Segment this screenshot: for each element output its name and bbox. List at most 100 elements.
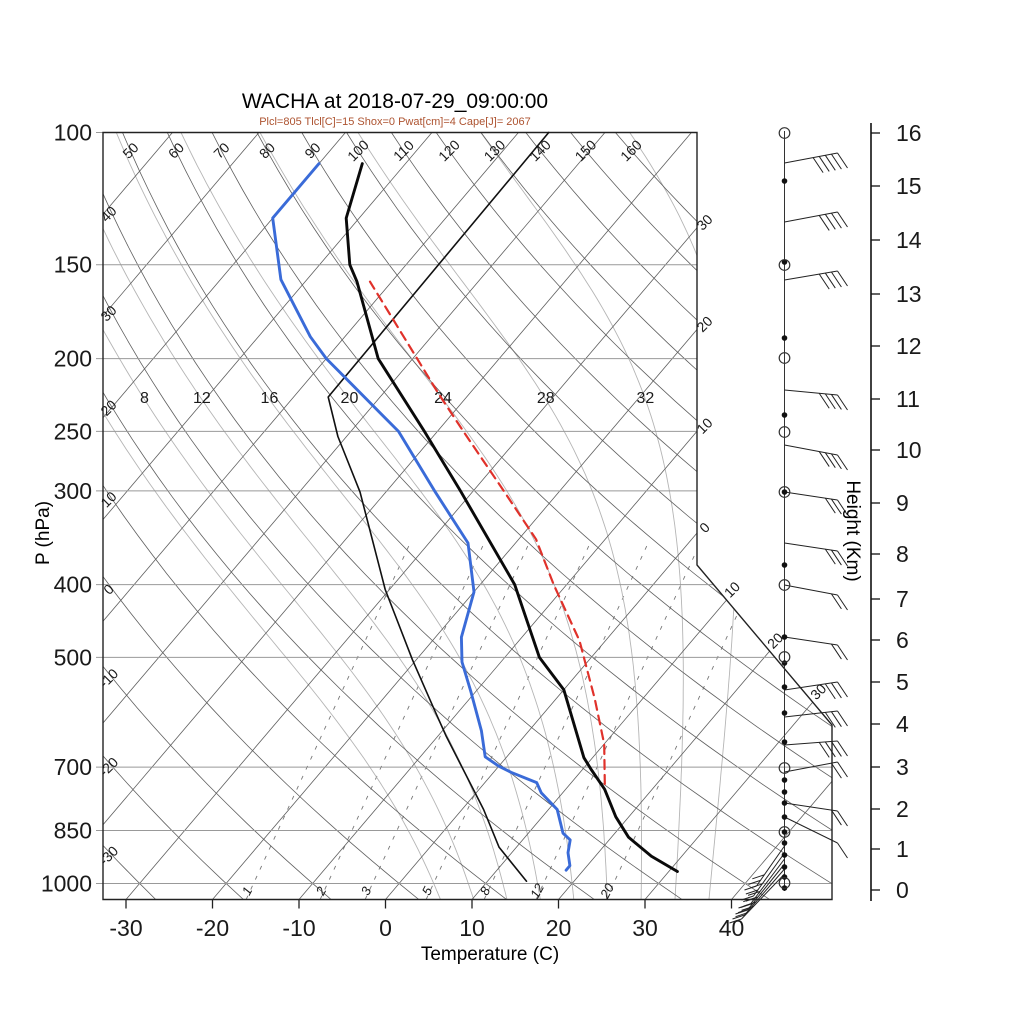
surface-wind-barb (735, 863, 785, 915)
wind-barb (784, 444, 848, 471)
wind-barb-column (729, 127, 848, 924)
dry-adiabat-label: -10 (96, 665, 122, 691)
moist-adiabat-label: 20 (341, 390, 359, 407)
wind-level-dot (781, 660, 788, 666)
mixing-ratio-line (605, 544, 770, 900)
dry-adiabat-label: 140 (526, 136, 554, 164)
isotherm-line (103, 132, 173, 900)
mixing-ratio-line (245, 544, 410, 900)
dry-adiabat-label: 50 (119, 139, 141, 161)
height-tick-label: 5 (896, 669, 909, 695)
wind-level-dot (781, 710, 788, 716)
wind-level-circle (778, 826, 791, 838)
moist-adiabat-label: 16 (261, 390, 279, 407)
isotherm-line (385, 132, 832, 900)
surface-wind-barb (741, 852, 785, 901)
wind-barb (784, 542, 848, 567)
moist-adiabat-line (103, 132, 475, 900)
wind-level-dot (781, 852, 788, 858)
dry-adiabat-label: -20 (96, 754, 122, 780)
mixing-ratio-line (364, 544, 529, 900)
dry-adiabat-label: 150 (572, 136, 600, 164)
height-tick-label: 11 (896, 386, 920, 412)
wind-level-dot (781, 800, 788, 806)
wind-level-dot (781, 789, 788, 795)
height-tick-label: 15 (896, 173, 922, 199)
wind-barb (784, 710, 848, 728)
height-tick-label: 1 (896, 836, 909, 862)
wind-barb (784, 816, 848, 859)
temperature-tick-label: 20 (546, 915, 572, 941)
pressure-tick-label: 1000 (41, 871, 92, 897)
wind-barb (784, 681, 848, 700)
dry-adiabat-line (346, 132, 832, 900)
height-tick-label: 16 (896, 120, 922, 146)
moist-adiabat-line (103, 132, 441, 900)
wind-level-dot (781, 562, 788, 568)
wind-level-circle (778, 486, 791, 498)
wind-barb (784, 389, 848, 411)
dry-adiabat-label: 130 (481, 136, 509, 164)
moist-adiabat-label: 12 (193, 390, 211, 407)
x-axis-label: Temperature (C) (420, 944, 560, 965)
dry-adiabat-line (525, 132, 832, 900)
height-tick-label: 13 (896, 281, 922, 307)
wind-level-circle (778, 579, 791, 591)
wind-level-dot (781, 634, 788, 640)
wind-barb (784, 270, 848, 290)
moist-adiabat-label: 32 (637, 390, 655, 407)
dry-adiabat-line (166, 132, 832, 900)
dry-adiabat-label: 110 (390, 137, 417, 164)
temperature-tick-label: -10 (282, 915, 315, 941)
wind-level-dot (781, 814, 788, 820)
dry-adiabat-label: 10 (97, 488, 119, 510)
dry-adiabat-line (391, 132, 832, 900)
pressure-tick-label: 400 (54, 572, 92, 598)
isotherm-line (558, 132, 832, 900)
pressure-tick-label: 200 (54, 346, 92, 372)
pressure-tick-label: 150 (54, 252, 92, 278)
wind-barb (784, 802, 848, 827)
isotherm-line (103, 132, 433, 900)
dry-adiabat-line (570, 132, 832, 900)
wind-barb (784, 491, 848, 516)
dewpoint-profile-line (271, 162, 572, 872)
dry-adiabat-label: -30 (96, 843, 122, 869)
pressure-tick-label: 100 (54, 120, 92, 146)
temperature-tick-label: 10 (459, 915, 485, 941)
pressure-axis-label: P (hPa) (33, 500, 54, 566)
isotherm-line (103, 132, 260, 900)
wind-level-circle (778, 762, 791, 774)
wind-level-circle (778, 426, 791, 438)
height-axis-label: Height (Km) (842, 480, 863, 582)
height-tick-label: 7 (896, 586, 909, 612)
isotherm-line (103, 132, 519, 900)
wind-level-circle (778, 352, 791, 364)
mixing-ratio-label: 8 (477, 883, 494, 897)
mixing-ratio-label: 3 (358, 883, 375, 897)
dry-adiabat-label: 20 (97, 396, 119, 418)
sounding-parameters-subtitle: Plcl=805 Tlcl[C]=15 Shox=0 Pwat[cm]=4 Ca… (259, 116, 531, 128)
wind-level-dot (781, 739, 788, 745)
dry-adiabat-line (103, 132, 595, 900)
page-title: WACHA at 2018-07-29_09:00:00 (241, 90, 549, 113)
pressure-tick-label: 700 (54, 754, 92, 780)
height-tick-label: 6 (896, 627, 909, 653)
moist-adiabat-line (180, 132, 575, 900)
isotherm-line (644, 132, 832, 900)
wind-level-dot (781, 684, 788, 690)
dry-adiabat-line (103, 132, 770, 900)
dry-adiabat-line (122, 132, 832, 900)
height-tick-label: 12 (896, 333, 922, 359)
wind-barb (784, 211, 848, 231)
wind-barb (784, 584, 848, 611)
temperature-tick-label: -20 (196, 915, 229, 941)
isotherm-line (731, 132, 832, 900)
wind-level-circle (778, 127, 791, 139)
wind-level-dot (781, 259, 788, 265)
height-tick-label: 3 (896, 754, 909, 780)
height-tick-label: 14 (896, 227, 922, 253)
wind-level-dot (781, 864, 788, 870)
